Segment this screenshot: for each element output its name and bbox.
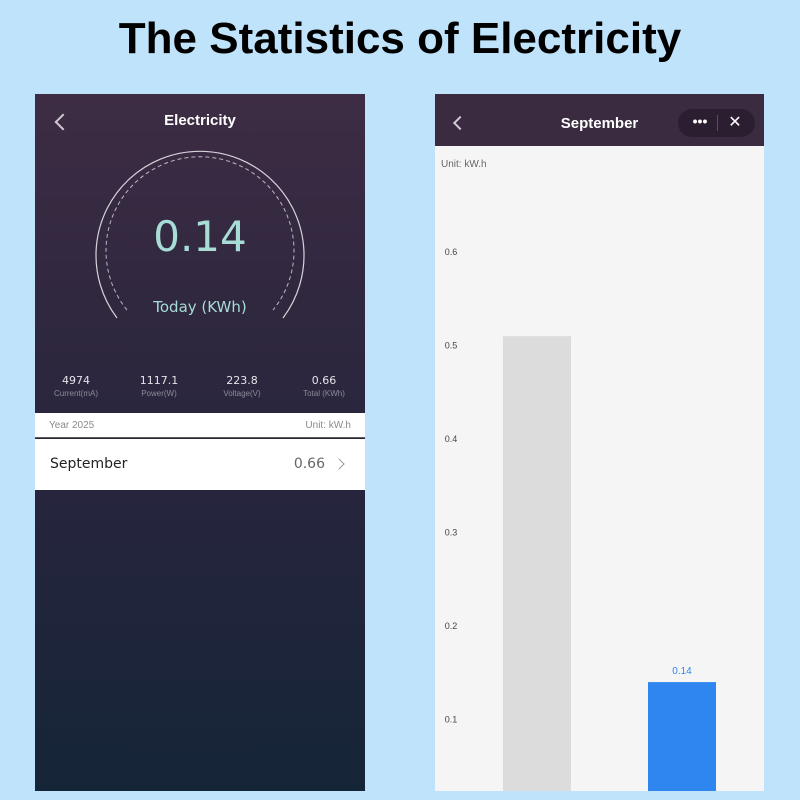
y-tick-label: 0.5 [445, 341, 458, 351]
capsule-divider [717, 115, 718, 131]
y-tick-label: 0.6 [445, 247, 458, 257]
page-headline: The Statistics of Electricity [118, 14, 682, 63]
daily-bar-chart: 00.10.20.30.40.50.609-0309-040.14 [445, 247, 716, 791]
y-tick-label: 0.1 [445, 715, 458, 725]
top-bar: September ••• ✕ [435, 94, 764, 146]
month-row-september[interactable]: September 0.66 [35, 439, 365, 490]
stat-power: 1117.1 Power(W) [118, 374, 200, 398]
september-screen: September ••• ✕ Unit: kW.h 00.10.20.30.4… [435, 94, 764, 791]
month-name: September [50, 456, 128, 472]
gauge-ring [95, 150, 305, 319]
close-icon[interactable]: ✕ [728, 114, 742, 131]
stat-value: 4974 [62, 374, 90, 387]
stat-value: 223.8 [226, 374, 258, 387]
chart-bar-09-04[interactable] [648, 682, 716, 791]
bar-data-label: 0.14 [672, 666, 692, 677]
stat-label: Total (KWh) [303, 389, 345, 398]
stat-label: Current(mA) [53, 389, 98, 398]
year-label: Year 2025 [49, 420, 95, 431]
screen-title: September [560, 115, 639, 132]
mini-program-capsule: ••• ✕ [678, 109, 755, 137]
stat-current: 4974 Current(mA) [35, 374, 117, 398]
chevron-right-icon [333, 458, 345, 470]
stat-label: Power(W) [141, 389, 177, 398]
gauge-inner-arc [105, 156, 295, 311]
chart-bar-09-03[interactable] [503, 336, 571, 791]
year-header: Year 2025 Unit: kW.h [35, 413, 365, 438]
stats-row: 4974 Current(mA) 1117.1 Power(W) 223.8 V… [35, 374, 365, 404]
today-label: Today (KWh) [153, 298, 247, 316]
stat-value: 1117.1 [139, 374, 179, 387]
y-tick-label: 0.2 [445, 621, 458, 631]
screen-title: Electricity [164, 112, 236, 129]
stat-value: 0.66 [311, 374, 337, 387]
stat-voltage: 223.8 Voltage(V) [201, 374, 283, 398]
month-value: 0.66 [293, 456, 325, 472]
gauge-outer-arc [95, 150, 305, 319]
y-tick-label: 0.3 [445, 528, 458, 538]
electricity-screen: Electricity 0.14 Today (KWh) 4974 Curren… [35, 94, 365, 791]
unit-label: Unit: kW.h [305, 420, 351, 431]
stat-label: Voltage(V) [223, 389, 261, 398]
y-tick-label: 0.4 [445, 434, 458, 444]
stat-total: 0.66 Total (KWh) [283, 374, 365, 398]
today-value: 0.14 [153, 212, 247, 261]
chart-unit-label: Unit: kW.h [441, 159, 487, 170]
more-icon[interactable]: ••• [692, 113, 708, 129]
top-bar: Electricity [35, 94, 365, 148]
